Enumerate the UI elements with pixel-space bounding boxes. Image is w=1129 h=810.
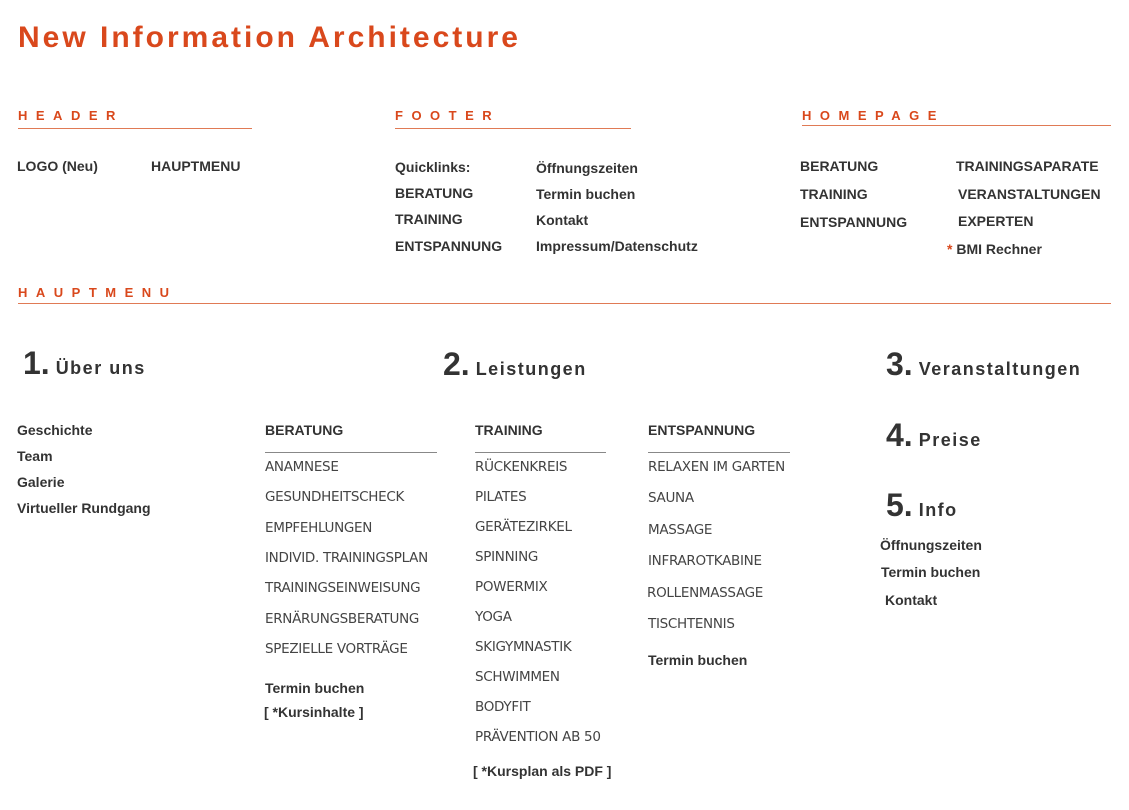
training-item: RÜCKENKREIS	[475, 459, 568, 475]
training-item: SPINNING	[475, 549, 539, 565]
homepage-item: BERATUNG	[800, 158, 879, 174]
entspannung-termin: Termin buchen	[648, 652, 748, 668]
beratung-item: TRAININGSEINWEISUNG	[265, 580, 421, 596]
section-label-header: HEADER	[18, 108, 124, 123]
footer-item: BERATUNG	[395, 185, 474, 201]
entspannung-item: MASSAGE	[648, 522, 713, 538]
training-item: BODYFIT	[475, 699, 531, 715]
asterisk: *	[947, 241, 953, 257]
bmi-label: BMI Rechner	[956, 241, 1042, 257]
divider	[395, 128, 631, 129]
entspannung-item: SAUNA	[648, 490, 694, 506]
menu-section-veranstaltungen: 3. Veranstaltungen	[886, 346, 1082, 382]
homepage-item: VERANSTALTUNGEN	[958, 186, 1101, 202]
header-item: LOGO (Neu)	[17, 158, 98, 174]
beratung-header: BERATUNG	[265, 422, 344, 438]
divider	[18, 128, 252, 129]
beratung-termin: Termin buchen	[265, 680, 365, 696]
training-item: SCHWIMMEN	[475, 669, 560, 685]
page-title: New Information Architecture	[18, 21, 521, 54]
training-item: POWERMIX	[475, 579, 548, 595]
menu-section-ueber-uns: 1. Über uns	[23, 345, 146, 381]
beratung-item: EMPFEHLUNGEN	[265, 520, 373, 536]
divider	[802, 125, 1111, 126]
entspannung-item: TISCHTENNIS	[648, 616, 735, 632]
beratung-item: ERNÄRUNGSBERATUNG	[265, 611, 420, 627]
divider	[18, 303, 1111, 304]
ueber-uns-item: Virtueller Rundgang	[17, 500, 151, 516]
beratung-item: INDIVID. TRAININGSPLAN	[265, 550, 428, 566]
footer-item: TRAINING	[395, 211, 463, 227]
divider	[265, 452, 437, 453]
beratung-kursinhalte: [ *Kursinhalte ]	[264, 704, 364, 720]
homepage-item: EXPERTEN	[958, 213, 1034, 229]
footer-item: Termin buchen	[536, 186, 636, 202]
training-item: YOGA	[475, 609, 512, 625]
training-kursplan: [ *Kursplan als PDF ]	[473, 763, 612, 779]
training-item: PILATES	[475, 489, 527, 505]
footer-item: Kontakt	[536, 212, 589, 228]
divider	[475, 452, 606, 453]
entspannung-item: RELAXEN IM GARTEN	[648, 459, 785, 475]
info-item: Termin buchen	[881, 564, 981, 580]
footer-item: Öffnungszeiten	[536, 160, 638, 176]
footer-item: Impressum/Datenschutz	[536, 238, 698, 254]
training-item: SKIGYMNASTIK	[475, 639, 572, 655]
ueber-uns-item: Geschichte	[17, 422, 93, 438]
menu-section-preise: 4. Preise	[886, 417, 982, 453]
training-item: PRÄVENTION AB 50	[475, 729, 601, 745]
training-header: TRAINING	[475, 422, 543, 438]
section-label-homepage: HOMEPAGE	[802, 108, 945, 123]
homepage-item-bmi: * BMI Rechner	[947, 240, 1042, 258]
menu-section-leistungen: 2. Leistungen	[443, 346, 587, 382]
footer-item: Quicklinks:	[395, 159, 471, 175]
beratung-item: SPEZIELLE VORTRÄGE	[265, 641, 408, 657]
ueber-uns-item: Galerie	[17, 474, 65, 490]
entspannung-item: ROLLENMASSAGE	[647, 585, 764, 601]
training-item: GERÄTEZIRKEL	[475, 519, 572, 535]
homepage-item: ENTSPANNUNG	[800, 214, 908, 230]
entspannung-item: INFRAROTKABINE	[648, 553, 762, 569]
section-label-footer: FOOTER	[395, 108, 501, 123]
beratung-item: GESUNDHEITSCHECK	[265, 489, 405, 505]
homepage-item: TRAININGSAPARATE	[956, 158, 1099, 174]
ueber-uns-item: Team	[17, 448, 53, 464]
menu-section-info: 5. Info	[886, 487, 958, 523]
info-item: Kontakt	[885, 592, 938, 608]
info-item: Öffnungszeiten	[880, 537, 982, 553]
divider	[648, 452, 790, 453]
entspannung-header: ENTSPANNUNG	[648, 422, 756, 438]
header-item: HAUPTMENU	[151, 158, 241, 174]
beratung-item: ANAMNESE	[265, 459, 339, 475]
section-label-hauptmenu: HAUPTMENU	[18, 285, 178, 300]
footer-item: ENTSPANNUNG	[395, 238, 503, 254]
homepage-item: TRAINING	[800, 186, 868, 202]
